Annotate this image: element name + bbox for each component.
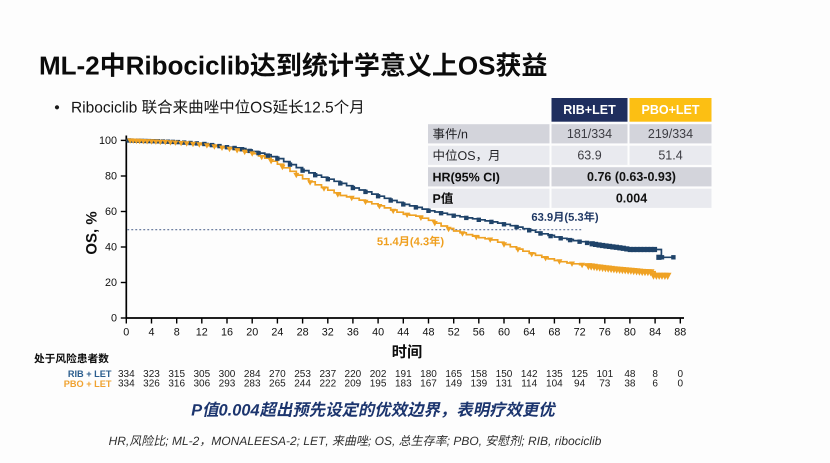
svg-text:293: 293: [219, 379, 236, 390]
svg-text:270: 270: [269, 369, 286, 380]
svg-text:135: 135: [546, 369, 563, 380]
svg-text:142: 142: [521, 369, 538, 380]
svg-text:284: 284: [244, 369, 261, 380]
svg-text:0: 0: [111, 313, 117, 325]
svg-text:36: 36: [347, 326, 359, 338]
svg-text:323: 323: [143, 369, 160, 380]
svg-text:244: 244: [294, 379, 311, 390]
svg-text:101: 101: [596, 369, 613, 380]
svg-text:RIB+LET: RIB+LET: [563, 103, 616, 117]
svg-text:315: 315: [168, 369, 185, 380]
svg-text:80: 80: [624, 326, 636, 338]
svg-text:PBO + LET: PBO + LET: [64, 379, 112, 389]
svg-text:0.004: 0.004: [616, 192, 647, 206]
svg-text:48: 48: [624, 369, 636, 380]
svg-text:28: 28: [297, 326, 309, 338]
svg-text:PBO+LET: PBO+LET: [642, 103, 700, 117]
svg-text:209: 209: [345, 379, 362, 390]
svg-text:20: 20: [246, 326, 258, 338]
svg-text:88: 88: [674, 326, 686, 338]
svg-text:16: 16: [221, 326, 233, 338]
svg-text:40: 40: [105, 242, 117, 254]
svg-text:334: 334: [118, 379, 135, 390]
svg-text:68: 68: [548, 326, 560, 338]
svg-text:20: 20: [105, 277, 117, 289]
svg-text:0.76 (0.63-0.93): 0.76 (0.63-0.93): [587, 170, 676, 184]
svg-text:326: 326: [143, 379, 160, 390]
svg-text:RIB + LET: RIB + LET: [68, 369, 112, 379]
svg-text:0: 0: [123, 326, 129, 338]
svg-text:44: 44: [397, 326, 409, 338]
svg-text:165: 165: [445, 369, 462, 380]
svg-text:158: 158: [470, 369, 487, 380]
svg-text:265: 265: [269, 379, 286, 390]
svg-text:51.4: 51.4: [658, 149, 682, 163]
svg-text:6: 6: [652, 379, 658, 390]
svg-text:283: 283: [244, 379, 261, 390]
svg-text:24: 24: [271, 326, 283, 338]
svg-text:219/334: 219/334: [648, 127, 693, 141]
svg-text:80: 80: [105, 171, 117, 183]
svg-text:167: 167: [420, 379, 437, 390]
svg-text:76: 76: [599, 326, 611, 338]
svg-text:104: 104: [546, 379, 563, 390]
svg-text:222: 222: [319, 379, 336, 390]
svg-text:60: 60: [498, 326, 510, 338]
svg-text:94: 94: [574, 379, 586, 390]
svg-text:64: 64: [523, 326, 535, 338]
svg-text:73: 73: [599, 379, 611, 390]
svg-text:60: 60: [105, 206, 117, 218]
svg-text:12: 12: [196, 326, 208, 338]
svg-text:56: 56: [473, 326, 485, 338]
svg-text:32: 32: [322, 326, 334, 338]
svg-text:253: 253: [294, 369, 311, 380]
svg-text:63.9: 63.9: [577, 149, 601, 163]
svg-text:84: 84: [649, 326, 661, 338]
svg-text:40: 40: [372, 326, 384, 338]
svg-text:334: 334: [118, 369, 135, 380]
svg-text:306: 306: [193, 379, 210, 390]
svg-text:72: 72: [574, 326, 586, 338]
svg-text:8: 8: [174, 326, 180, 338]
svg-text:139: 139: [470, 379, 487, 390]
svg-text:300: 300: [219, 369, 236, 380]
svg-text:195: 195: [370, 379, 387, 390]
svg-text:183: 183: [395, 379, 412, 390]
svg-text:316: 316: [168, 379, 185, 390]
svg-text:52: 52: [448, 326, 460, 338]
svg-text:131: 131: [496, 379, 513, 390]
svg-text:114: 114: [521, 379, 537, 390]
svg-text:305: 305: [193, 369, 210, 380]
svg-text:38: 38: [624, 379, 636, 390]
svg-text:180: 180: [420, 369, 437, 380]
svg-text:149: 149: [445, 379, 462, 390]
svg-text:150: 150: [496, 369, 513, 380]
svg-text:0: 0: [678, 379, 684, 390]
svg-text:237: 237: [319, 369, 336, 380]
svg-text:0: 0: [678, 369, 684, 380]
svg-text:100: 100: [99, 135, 117, 147]
svg-text:202: 202: [370, 369, 387, 380]
svg-text:220: 220: [345, 369, 362, 380]
svg-text:181/334: 181/334: [567, 127, 612, 141]
svg-text:4: 4: [148, 326, 154, 338]
svg-text:191: 191: [395, 369, 412, 380]
svg-text:125: 125: [571, 369, 588, 380]
svg-text:48: 48: [422, 326, 434, 338]
svg-text:8: 8: [652, 369, 658, 380]
